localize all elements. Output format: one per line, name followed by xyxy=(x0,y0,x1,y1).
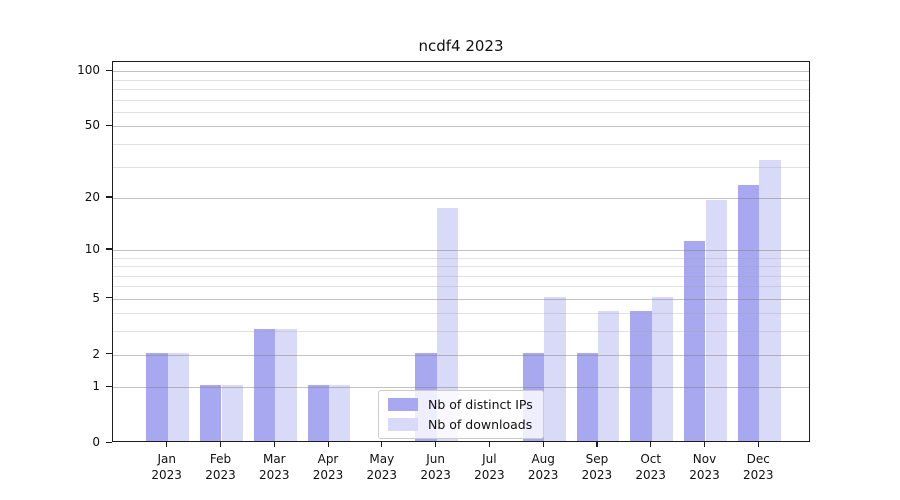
legend-row-downloads: Nb of downloads xyxy=(388,417,533,432)
y-tick-label-1: 1 xyxy=(92,379,100,394)
plot-area: Nb of distinct IPs Nb of downloads xyxy=(112,61,810,442)
x-tick-mark-jan xyxy=(166,442,168,447)
bar-nb-of-downloads-sep xyxy=(597,311,620,441)
bar-nb-of-distinct-ips-dec xyxy=(737,185,760,441)
x-tick-label-may: May 2023 xyxy=(366,452,398,482)
bar-nb-of-distinct-ips-nov xyxy=(684,240,706,441)
legend-row-distinct-ips: Nb of distinct IPs xyxy=(388,397,533,412)
x-tick-label-jul: Jul 2023 xyxy=(474,452,505,482)
bar-nb-of-downloads-feb xyxy=(221,385,243,441)
y-tick-mark-50 xyxy=(106,124,112,127)
bars-layer xyxy=(113,62,809,441)
bar-nb-of-downloads-jun xyxy=(436,208,458,441)
x-tick-label-oct: Oct 2023 xyxy=(635,452,666,482)
x-tick-label-jan: Jan 2023 xyxy=(151,452,182,482)
y-tick-mark-20 xyxy=(106,196,112,198)
chart-title: ncdf4 2023 xyxy=(418,37,504,55)
x-tick-mark-mar xyxy=(273,442,275,447)
bar-nb-of-distinct-ips-apr xyxy=(307,385,329,441)
bar-nb-of-downloads-dec xyxy=(759,159,781,441)
x-tick-label-apr: Apr 2023 xyxy=(312,452,344,482)
bar-nb-of-distinct-ips-oct xyxy=(630,311,652,441)
y-tick-label-5: 5 xyxy=(92,290,100,305)
x-tick-mark-oct xyxy=(650,442,652,447)
y-tick-label-2: 2 xyxy=(92,346,100,361)
y-tick-mark-100 xyxy=(106,69,112,72)
bar-nb-of-downloads-nov xyxy=(705,199,727,441)
x-tick-label-nov: Nov 2023 xyxy=(689,452,720,482)
bar-nb-of-distinct-ips-jan xyxy=(146,352,168,441)
x-tick-mark-sep xyxy=(596,442,598,447)
y-tick-mark-0 xyxy=(106,441,112,443)
bar-nb-of-distinct-ips-mar xyxy=(253,329,276,441)
x-tick-label-sep: Sep 2023 xyxy=(581,452,613,482)
x-tick-label-jun: Jun 2023 xyxy=(420,452,451,482)
x-tick-mark-apr xyxy=(327,442,329,447)
y-tick-label-20: 20 xyxy=(84,189,100,204)
x-tick-mark-jul xyxy=(488,442,491,447)
x-tick-mark-nov xyxy=(704,442,706,447)
x-tick-label-aug: Aug 2023 xyxy=(527,452,559,482)
x-tick-mark-feb xyxy=(220,442,222,447)
y-tick-label-50: 50 xyxy=(84,118,100,133)
bar-nb-of-distinct-ips-feb xyxy=(200,385,222,441)
x-tick-mark-aug xyxy=(542,442,544,447)
legend-label-distinct-ips: Nb of distinct IPs xyxy=(428,397,533,412)
y-tick-mark-1 xyxy=(106,385,112,387)
legend: Nb of distinct IPs Nb of downloads xyxy=(378,390,544,439)
y-tick-label-10: 10 xyxy=(84,241,100,256)
y-tick-mark-2 xyxy=(106,353,112,355)
bar-nb-of-distinct-ips-sep xyxy=(576,352,598,441)
bar-nb-of-downloads-jan xyxy=(167,352,190,441)
bar-nb-of-downloads-oct xyxy=(651,296,674,441)
x-tick-mark-dec xyxy=(757,442,759,447)
y-tick-label-100: 100 xyxy=(77,63,100,78)
legend-label-downloads: Nb of downloads xyxy=(428,417,533,432)
x-tick-mark-jun xyxy=(435,442,437,447)
y-tick-mark-5 xyxy=(106,297,112,299)
legend-swatch-distinct-ips-icon xyxy=(388,398,418,411)
bar-nb-of-downloads-apr xyxy=(329,385,351,441)
legend-swatch-downloads-icon xyxy=(388,418,418,431)
x-tick-mark-may xyxy=(381,442,383,447)
bar-nb-of-downloads-mar xyxy=(275,329,297,441)
x-tick-label-feb: Feb 2023 xyxy=(205,452,236,482)
x-tick-label-mar: Mar 2023 xyxy=(259,452,290,482)
y-tick-label-0: 0 xyxy=(92,435,100,449)
y-tick-mark-10 xyxy=(106,248,112,250)
bar-nb-of-downloads-aug xyxy=(544,296,566,441)
x-tick-label-dec: Dec 2023 xyxy=(743,452,774,482)
